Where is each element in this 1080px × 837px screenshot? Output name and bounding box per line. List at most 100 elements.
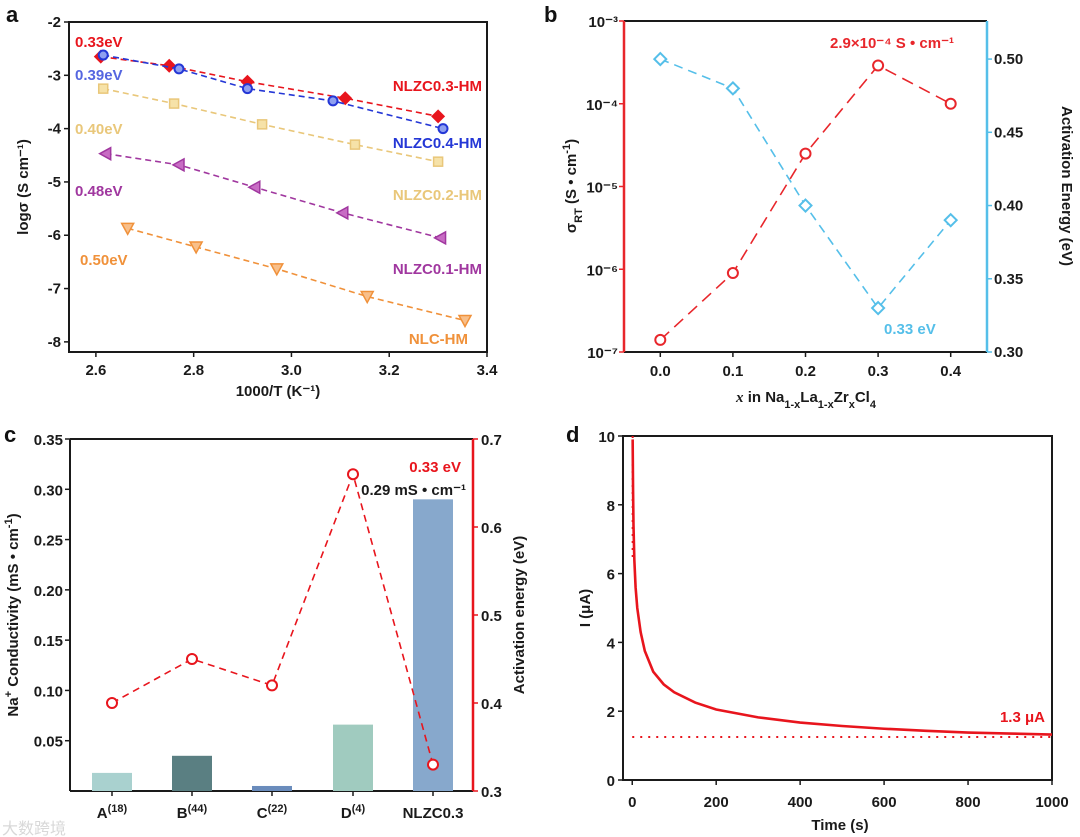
x-tick-label: 2.6 xyxy=(85,362,106,379)
y-tick-label: 0.20 xyxy=(34,583,63,600)
category-label: D(4) xyxy=(341,803,366,822)
panel-b-conductivity-vs-x: 0.0 0.1 0.2 0.3 0.4 10⁻³ 10⁻⁴ 10⁻⁵ 10⁻⁶ 10⁻⁷ 0.30 0… xyxy=(561,14,1075,411)
category-name: A xyxy=(97,805,108,822)
left-y-tick-label: 10⁻⁴ xyxy=(586,97,618,114)
activation-energy-point xyxy=(186,653,198,665)
series-label: NLC-HM xyxy=(409,331,468,348)
data-point xyxy=(269,263,285,277)
x-tick-label: 2.8 xyxy=(183,362,204,379)
data-point xyxy=(247,180,261,195)
conductivity-point xyxy=(799,147,812,160)
x-axis-label-part: Cl xyxy=(855,389,870,406)
data-point xyxy=(188,241,204,255)
x-axis-label-part: 4 xyxy=(870,399,877,411)
y-tick-label: 0.30 xyxy=(34,482,63,499)
x-tick-label: 0.0 xyxy=(650,363,671,380)
activation-energy-line xyxy=(111,471,434,765)
left-y-tick-label: 10⁻⁶ xyxy=(586,262,618,279)
x-axis-label-part: La xyxy=(800,389,818,406)
data-point xyxy=(171,157,185,173)
x-tick-label: 1000 xyxy=(1035,794,1068,811)
right-y-tick-label: 0.4 xyxy=(481,696,503,713)
series-label: NLZC0.3-HM xyxy=(393,78,482,95)
right-y-tick-label: 0.5 xyxy=(481,608,502,625)
activation-energy-point xyxy=(943,212,959,228)
data-point xyxy=(327,95,339,107)
activation-energy-label: 0.50eV xyxy=(80,252,128,269)
y-tick-label: 0.35 xyxy=(34,432,63,449)
y-axis-label: I (μA) xyxy=(577,589,594,627)
left-y-axis-label: Na+ Conductivity (mS • cm-1) xyxy=(3,513,22,716)
activation-energy-label: 0.40eV xyxy=(75,121,123,138)
category-name: D xyxy=(341,805,352,822)
activation-energy-label: 0.33eV xyxy=(75,34,123,51)
y-tick-label: 4 xyxy=(607,635,616,652)
y-tick-label: 0.25 xyxy=(34,533,63,550)
current-curve xyxy=(631,439,1053,736)
left-y-tick-label: 10⁻³ xyxy=(588,14,618,31)
activation-energy-point xyxy=(427,758,439,771)
y-tick-label: 0.05 xyxy=(34,734,63,751)
x-axis-label-part: in Na xyxy=(744,389,785,406)
panel-a-arrhenius-plot: 2.6 2.8 3.0 3.2 3.4 -2 -3 -4 -5 -6 -7 -8 1000/T (K⁻¹… xyxy=(15,14,498,400)
x-tick-label: 0.1 xyxy=(722,363,743,380)
data-point xyxy=(256,119,268,130)
activation-energy-point xyxy=(798,198,813,213)
category-label: NLZC0.3 xyxy=(403,805,464,822)
data-point xyxy=(162,58,177,73)
category-reference: (18) xyxy=(108,803,128,815)
x-tick-label: 800 xyxy=(956,794,981,811)
right-y-tick-label: 0.3 xyxy=(481,784,502,801)
data-point xyxy=(97,49,109,61)
left-y-axis-label-part: RT xyxy=(573,208,585,223)
right-y-axis-label: Activation energy (eV) xyxy=(511,536,528,694)
conductivity-point xyxy=(654,333,667,346)
data-point xyxy=(359,290,375,305)
y-tick-label: 0.10 xyxy=(34,683,63,700)
panel-c-comparison-bar-chart: A(18) B(44) C(22) D(4) NLZC0.3 0.05 0.10 0.15 0.… xyxy=(3,432,528,822)
x-axis-label-part: x xyxy=(849,399,856,411)
data-point xyxy=(457,314,473,329)
left-y-axis-label-part: + xyxy=(3,691,15,697)
activation-energy-line xyxy=(660,58,952,310)
left-y-axis-label-part: -1 xyxy=(561,144,573,154)
x-tick-label: 3.2 xyxy=(379,362,400,379)
panel-letter-a: a xyxy=(6,2,19,27)
x-axis-label-part: 1-x xyxy=(784,399,801,411)
plot-frame xyxy=(622,435,1053,781)
right-y-axis-label: Activation Energy (eV) xyxy=(1058,106,1075,266)
data-point xyxy=(98,146,112,161)
fit-line-nlzc0.2-hm xyxy=(103,87,439,163)
conductivity-point xyxy=(726,267,739,280)
panel-letter-c: c xyxy=(4,422,16,447)
right-y-tick-label: 0.50 xyxy=(994,51,1023,68)
activation-energy-point xyxy=(347,468,359,481)
y-axis-label: logσ (S cm⁻¹) xyxy=(15,139,32,235)
activation-energy-point xyxy=(652,51,668,67)
fit-line-nlzc0.4-hm xyxy=(103,54,444,130)
x-axis-label-part: x xyxy=(735,390,744,406)
data-point xyxy=(431,109,446,124)
left-y-axis-label-part: σ xyxy=(563,223,580,233)
panel-d-dc-polarization: 0 200 400 600 800 1000 0 2 4 6 8 10 Time (s) I (μA) 1.… xyxy=(577,429,1069,834)
x-tick-label: 200 xyxy=(704,794,729,811)
watermark: 大数跨境 xyxy=(2,819,66,837)
category-label: A(18) xyxy=(97,803,128,822)
y-tick-label: 6 xyxy=(607,567,615,584)
activation-energy-label: 0.48eV xyxy=(75,183,123,200)
steady-current-annotation: 1.3 μA xyxy=(1000,709,1045,726)
left-y-axis-label-part: ) xyxy=(5,513,22,518)
x-axis-label: Time (s) xyxy=(811,817,868,834)
x-tick-label: 0.4 xyxy=(940,363,962,380)
right-y-tick-label: 0.45 xyxy=(994,124,1023,141)
right-y-tick-label: 0.30 xyxy=(994,344,1023,361)
category-name: NLZC0.3 xyxy=(403,805,464,822)
left-y-axis-label-part: Conductivity (mS • cm xyxy=(5,528,22,691)
category-reference: (22) xyxy=(268,803,288,815)
y-tick-label: -4 xyxy=(48,121,62,138)
left-y-axis-label-part: -1 xyxy=(3,518,15,528)
fit-line-nlzc0.3-hm xyxy=(100,55,439,118)
data-point xyxy=(97,83,109,94)
x-tick-label: 3.0 xyxy=(281,362,302,379)
data-point xyxy=(437,123,449,135)
